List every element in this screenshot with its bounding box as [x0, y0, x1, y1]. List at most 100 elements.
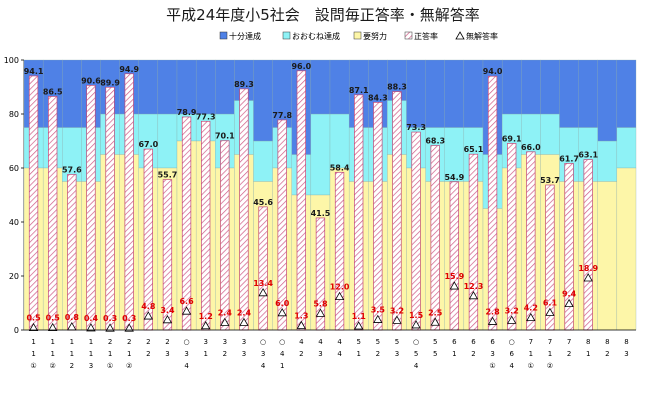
correct-bar-12: [258, 206, 268, 331]
x-label-10-0: 3: [223, 338, 227, 346]
missing-label-12: 13.4: [253, 279, 273, 288]
x-label-25-0: ○: [509, 338, 515, 346]
correct-label-26: 66.0: [521, 143, 541, 152]
x-label-25-2: 4: [509, 362, 514, 370]
y-tick-label-0: 0: [14, 326, 19, 335]
x-label-0-2: ①: [30, 362, 36, 370]
y-axis: 0 20 40 60 80 100: [4, 56, 25, 335]
x-label-26-1: 1: [529, 350, 533, 358]
x-label-19-1: 3: [395, 350, 399, 358]
correct-label-17: 87.1: [349, 86, 369, 95]
x-label-2-1: 1: [70, 350, 74, 358]
correct-bar-3: [86, 85, 96, 331]
x-label-24-1: 3: [490, 350, 494, 358]
missing-label-13: 6.0: [275, 299, 290, 308]
correct-bar-20: [411, 131, 421, 331]
missing-marker-19: [392, 315, 402, 324]
band-excellent-30: [597, 59, 618, 142]
correct-bar-21: [430, 145, 440, 331]
missing-label-2: 0.8: [65, 313, 80, 322]
correct-label-28: 61.7: [559, 154, 579, 163]
band-excellent-27: [540, 59, 560, 115]
legend-swatch-2: [353, 31, 362, 40]
x-label-6-0: 2: [146, 338, 150, 346]
chart-title: 平成24年度小5社会 設問毎正答率・無解答率: [166, 6, 480, 24]
correct-label-8: 78.9: [177, 108, 197, 117]
x-label-15-1: 3: [318, 350, 322, 358]
x-label-9-1: 1: [203, 350, 207, 358]
missing-marker-10: [220, 317, 230, 326]
x-label-4-2: ①: [107, 362, 113, 370]
band-good-15: [310, 113, 331, 196]
band-excellent-9: [195, 59, 216, 115]
x-label-27-1: 1: [548, 350, 552, 358]
x-label-5-0: 2: [127, 338, 131, 346]
x-label-1-1: 1: [50, 350, 54, 358]
band-excellent-7: [157, 59, 178, 115]
missing-label-8: 6.6: [179, 297, 194, 306]
correct-bar-0: [28, 75, 39, 331]
band-excellent-21: [425, 59, 445, 128]
missing-label-0: 0.5: [26, 314, 41, 323]
y-tick-label-4: 80: [9, 110, 19, 119]
missing-marker-23: [468, 290, 479, 300]
missing-marker-8: [181, 306, 192, 315]
x-label-0-1: 1: [31, 350, 35, 358]
missing-label-27: 6.1: [543, 299, 558, 308]
x-label-16-1: 4: [337, 350, 342, 358]
x-label-19-0: 5: [395, 338, 399, 346]
x-label-0-0: 1: [31, 338, 35, 346]
x-label-13-0: ○: [279, 338, 285, 346]
correct-bar-9: [201, 120, 211, 331]
correct-bar-11: [239, 88, 249, 331]
missing-label-18: 3.5: [371, 306, 386, 315]
band-excellent-26: [521, 59, 541, 115]
x-label-13-2: 1: [280, 362, 284, 370]
missing-label-1: 0.5: [46, 314, 61, 323]
missing-label-22: 15.9: [444, 272, 464, 281]
missing-marker-14: [296, 320, 307, 329]
correct-label-19: 88.3: [387, 83, 407, 92]
x-label-6-1: 2: [146, 350, 150, 358]
y-tick-label-2: 40: [9, 218, 19, 227]
x-label-9-0: 3: [203, 338, 207, 346]
x-label-24-0: 6: [490, 338, 495, 346]
band-good-30: [597, 140, 618, 182]
x-label-1-2: ②: [50, 362, 56, 370]
correct-bar-19: [392, 91, 402, 331]
band-good-31: [616, 127, 637, 169]
correct-label-9: 77.3: [196, 112, 216, 121]
missing-marker-18: [373, 314, 383, 323]
legend-swatch-0: [219, 31, 228, 40]
missing-marker-29: [583, 273, 593, 282]
correct-label-15: 41.5: [311, 209, 331, 218]
legend-swatch-1: [282, 31, 291, 40]
legend-entry-0: 十分達成: [229, 31, 261, 41]
correct-bar-29: [583, 159, 593, 331]
x-axis: 1 1 ① 1 1 ② 1 1 2 1 1 3 2 1 ① 2 1 ② 2 2 2 3 ○ 3 4 3 1 3 2 3 3 ○ 3 4 ○ 4 1 4 2 4…: [24, 329, 636, 370]
correct-label-18: 84.3: [368, 93, 388, 102]
correct-label-29: 63.1: [578, 151, 598, 160]
missing-label-23: 12.3: [464, 282, 484, 291]
x-label-14-1: 2: [299, 350, 303, 358]
missing-label-28: 9.4: [562, 290, 577, 299]
x-label-8-1: 3: [184, 350, 188, 358]
x-label-28-0: 7: [567, 338, 571, 346]
x-label-17-0: 5: [356, 338, 360, 346]
missing-label-3: 0.4: [84, 314, 99, 323]
band-good-27: [540, 113, 560, 155]
legend: 十分達成 おおむね達成 要努力 正答率 無解答率: [219, 31, 498, 41]
y-tick-label-5: 100: [4, 56, 19, 65]
x-label-26-0: 7: [529, 338, 533, 346]
x-label-3-0: 1: [89, 338, 93, 346]
band-excellent-31: [616, 59, 637, 128]
x-label-8-2: 4: [184, 362, 189, 370]
correct-label-14: 96.0: [291, 62, 311, 71]
band-excellent-10: [215, 59, 235, 115]
x-label-29-1: 1: [586, 350, 590, 358]
x-label-18-0: 5: [376, 338, 380, 346]
band-excellent-12: [253, 59, 273, 142]
legend-entry-4: 無解答率: [466, 31, 498, 41]
x-label-3-2: 3: [89, 362, 93, 370]
data-labels: 94.1 0.5 86.5 0.5 57.6 0.8 90.6 0.4 89.9 0.3 94.9 0…: [24, 62, 599, 323]
